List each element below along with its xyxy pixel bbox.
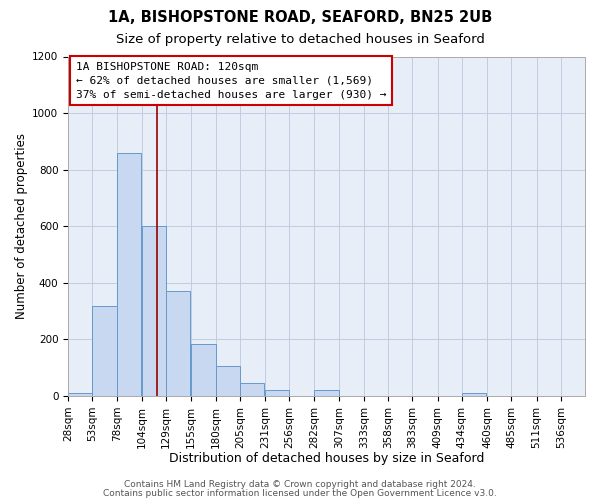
Bar xyxy=(166,292,190,396)
Text: Size of property relative to detached houses in Seaford: Size of property relative to detached ho… xyxy=(116,32,484,46)
Bar xyxy=(240,384,264,396)
Text: Contains public sector information licensed under the Open Government Licence v3: Contains public sector information licen… xyxy=(103,489,497,498)
Bar xyxy=(116,154,141,396)
Text: 1A BISHOPSTONE ROAD: 120sqm
← 62% of detached houses are smaller (1,569)
37% of : 1A BISHOPSTONE ROAD: 120sqm ← 62% of det… xyxy=(76,62,386,100)
Text: 1A, BISHOPSTONE ROAD, SEAFORD, BN25 2UB: 1A, BISHOPSTONE ROAD, SEAFORD, BN25 2UB xyxy=(108,10,492,25)
Bar xyxy=(68,393,92,396)
Y-axis label: Number of detached properties: Number of detached properties xyxy=(15,133,28,319)
Bar xyxy=(265,390,289,396)
Bar xyxy=(191,344,215,396)
Bar xyxy=(142,226,166,396)
Bar xyxy=(462,393,486,396)
X-axis label: Distribution of detached houses by size in Seaford: Distribution of detached houses by size … xyxy=(169,452,484,465)
Bar xyxy=(215,366,240,396)
Bar xyxy=(92,306,116,396)
Text: Contains HM Land Registry data © Crown copyright and database right 2024.: Contains HM Land Registry data © Crown c… xyxy=(124,480,476,489)
Bar xyxy=(314,390,338,396)
